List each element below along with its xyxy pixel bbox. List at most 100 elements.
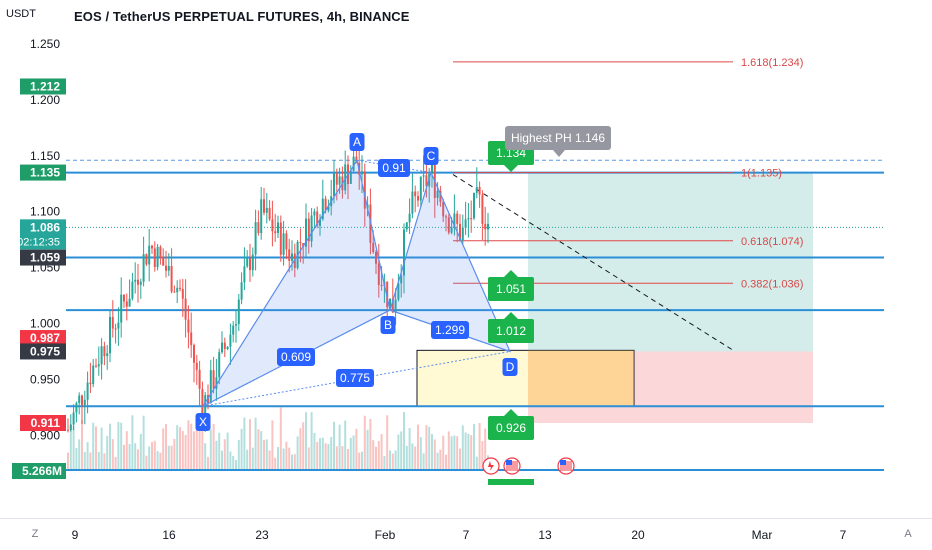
candle-body [361, 171, 363, 175]
volume-bar [394, 450, 397, 470]
candle-body [319, 219, 321, 226]
volume-bar [419, 437, 422, 470]
price-badge[interactable]: 1.086 02:12:35 [17, 219, 66, 250]
target-label-bg [488, 319, 534, 343]
volume-bar [369, 418, 372, 470]
volume-bar [310, 412, 313, 470]
candle-body [204, 395, 207, 419]
pattern-ratio-label[interactable]: 0.91 [378, 159, 410, 177]
pattern-ratio-label[interactable]: 1.299 [431, 321, 469, 339]
volume-bar [363, 415, 366, 470]
pattern-point-a-bg [349, 133, 365, 151]
candle-body [109, 317, 111, 354]
candle-body [69, 424, 72, 431]
pattern-point-x[interactable]: X [195, 413, 211, 431]
volume-bar [349, 437, 352, 470]
pattern-ratio-label[interactable]: 0.775 [336, 369, 374, 387]
candle-body [291, 253, 293, 261]
price-tick-label: 1.200 [30, 93, 60, 107]
pattern-ratio-label[interactable]: 0.609 [277, 348, 315, 366]
candle-body [453, 213, 456, 228]
auto-scale-button[interactable]: A [904, 528, 912, 540]
pattern-point-b[interactable]: B [380, 316, 396, 334]
price-badge[interactable]: 1.212 [20, 78, 66, 95]
price-badge-text: 1.135 [30, 166, 60, 180]
volume-bar [470, 435, 473, 470]
price-badge[interactable]: 0.987 [20, 330, 66, 347]
volume-bar [481, 441, 484, 470]
candle-body [302, 243, 305, 247]
volume-bar [319, 438, 321, 470]
volume-bar [120, 422, 123, 470]
volume-bar [456, 436, 459, 470]
target-label[interactable]: 1.012 [488, 312, 534, 343]
price-unit-label: USDT [6, 8, 36, 20]
time-tick-label: 16 [162, 528, 176, 542]
volume-bar [204, 443, 207, 470]
pattern-point-c-text: C [427, 149, 436, 163]
volume-badge[interactable]: 5.266M [12, 463, 66, 479]
volume-bar [229, 451, 232, 470]
projection-line[interactable] [452, 174, 736, 352]
volume-bar [279, 407, 282, 470]
target-label[interactable]: 1.051 [488, 270, 534, 301]
candle-body [285, 233, 288, 250]
zoom-reset-button[interactable]: Z [31, 528, 39, 540]
candle-body [263, 199, 265, 213]
highest-ph-callout[interactable]: Highest PH 1.146 [505, 126, 611, 157]
candle-body [271, 219, 274, 232]
candle-body [380, 285, 383, 287]
candle-body [372, 242, 375, 253]
time-tick-label: Mar [752, 528, 773, 542]
volume-bar [296, 436, 299, 470]
us-flag-event-icon[interactable] [557, 457, 575, 475]
candle-body [190, 332, 193, 346]
horizontal-levels: 1.618(1.234) 1(1.135) 0.618(1.074) 0.382(1.… [66, 57, 884, 471]
volume-bar [209, 429, 212, 470]
dividend-event-icon[interactable] [482, 457, 500, 475]
volume-bar [442, 435, 445, 470]
price-badge[interactable]: 0.975 [20, 343, 66, 360]
volume-bar [103, 453, 106, 470]
volume-bar [162, 428, 165, 470]
volume-bar [167, 445, 170, 470]
price-badge[interactable]: 1.059 [20, 249, 66, 266]
loss-zone[interactable] [528, 351, 813, 424]
price-badge-bg [20, 219, 66, 250]
candle-body [134, 279, 137, 282]
candle-body [394, 299, 397, 313]
symbol-title[interactable]: EOS / TetherUS PERPETUAL FUTURES, 4h, BI… [74, 9, 410, 24]
candle-body [159, 246, 162, 257]
volume-bar [316, 441, 319, 470]
volume-bar [344, 420, 347, 470]
candle-body [254, 222, 257, 255]
fib-level-label: 1(1.135) [741, 168, 782, 180]
price-badge[interactable]: 0.911 [20, 415, 66, 432]
volume-bar [201, 408, 204, 470]
candle-body [333, 173, 335, 197]
volume-bar [271, 420, 274, 470]
volume-bar [156, 451, 159, 470]
candle-body [375, 252, 377, 264]
candle-body [86, 382, 89, 400]
us-flag-event-icon[interactable] [503, 457, 521, 475]
volume-bar [226, 432, 229, 470]
price-badge[interactable]: 1.135 [20, 164, 66, 181]
pattern-point-c[interactable]: C [423, 147, 439, 165]
pattern-point-a[interactable]: A [349, 133, 365, 151]
candle-body [81, 395, 83, 405]
volume-bar [302, 422, 305, 470]
volume-bar [181, 431, 184, 470]
pattern-point-d[interactable]: D [502, 358, 518, 376]
volume-bar [324, 443, 327, 470]
profit-zone[interactable] [528, 172, 813, 352]
candle-body [450, 227, 453, 233]
candle-body [232, 325, 235, 335]
volume-bar [433, 439, 436, 470]
volume-bar [403, 411, 405, 470]
target-label[interactable]: 0.926 [488, 409, 534, 440]
target-label-partial [488, 479, 534, 485]
time-axis-bar[interactable] [0, 518, 932, 550]
